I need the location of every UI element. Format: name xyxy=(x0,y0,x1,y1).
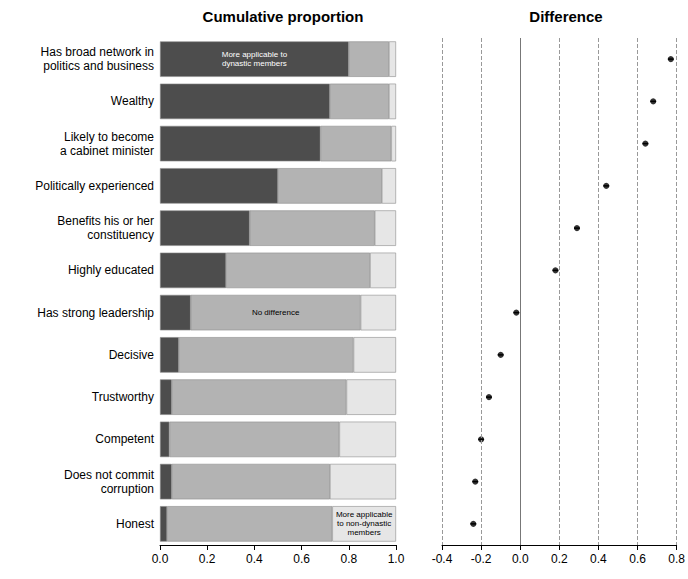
svg-text:-0.2: -0.2 xyxy=(471,552,492,566)
svg-text:Honest: Honest xyxy=(116,517,155,531)
svg-text:Politically experienced: Politically experienced xyxy=(35,179,154,193)
svg-text:Has strong leadership: Has strong leadership xyxy=(37,306,154,320)
svg-text:0.8: 0.8 xyxy=(668,552,685,566)
svg-text:-0.4: -0.4 xyxy=(432,552,453,566)
svg-text:Has broad network in: Has broad network in xyxy=(41,45,154,59)
svg-text:corruption: corruption xyxy=(101,482,154,496)
svg-text:Highly educated: Highly educated xyxy=(68,263,154,277)
svg-text:dynastic members: dynastic members xyxy=(222,59,287,68)
svg-text:No difference: No difference xyxy=(252,308,300,317)
svg-text:0.4: 0.4 xyxy=(246,552,263,566)
svg-text:members: members xyxy=(347,528,380,537)
svg-text:Competent: Competent xyxy=(95,432,154,446)
svg-text:More applicable to: More applicable to xyxy=(222,50,288,59)
svg-text:Trustworthy: Trustworthy xyxy=(92,390,154,404)
svg-text:0.2: 0.2 xyxy=(551,552,568,566)
svg-text:0.2: 0.2 xyxy=(199,552,216,566)
svg-text:Cumulative proportion: Cumulative proportion xyxy=(203,8,364,25)
svg-text:More applicable: More applicable xyxy=(336,510,393,519)
svg-text:0.4: 0.4 xyxy=(590,552,607,566)
svg-text:0.0: 0.0 xyxy=(152,552,169,566)
svg-text:0.8: 0.8 xyxy=(340,552,357,566)
svg-text:0.6: 0.6 xyxy=(629,552,646,566)
svg-text:Decisive: Decisive xyxy=(109,348,155,362)
svg-text:Benefits his or her: Benefits his or her xyxy=(57,214,154,228)
svg-text:Wealthy: Wealthy xyxy=(111,94,154,108)
svg-text:Difference: Difference xyxy=(529,8,602,25)
svg-text:0.0: 0.0 xyxy=(512,552,529,566)
svg-text:Likely to become: Likely to become xyxy=(64,130,154,144)
svg-text:Does not commit: Does not commit xyxy=(64,468,155,482)
svg-text:constituency: constituency xyxy=(87,228,154,242)
svg-text:0.6: 0.6 xyxy=(293,552,310,566)
svg-text:1.0: 1.0 xyxy=(388,552,405,566)
svg-text:a cabinet minister: a cabinet minister xyxy=(60,144,154,158)
svg-text:to non-dynastic: to non-dynastic xyxy=(337,519,391,528)
svg-text:politics and business: politics and business xyxy=(43,59,154,73)
